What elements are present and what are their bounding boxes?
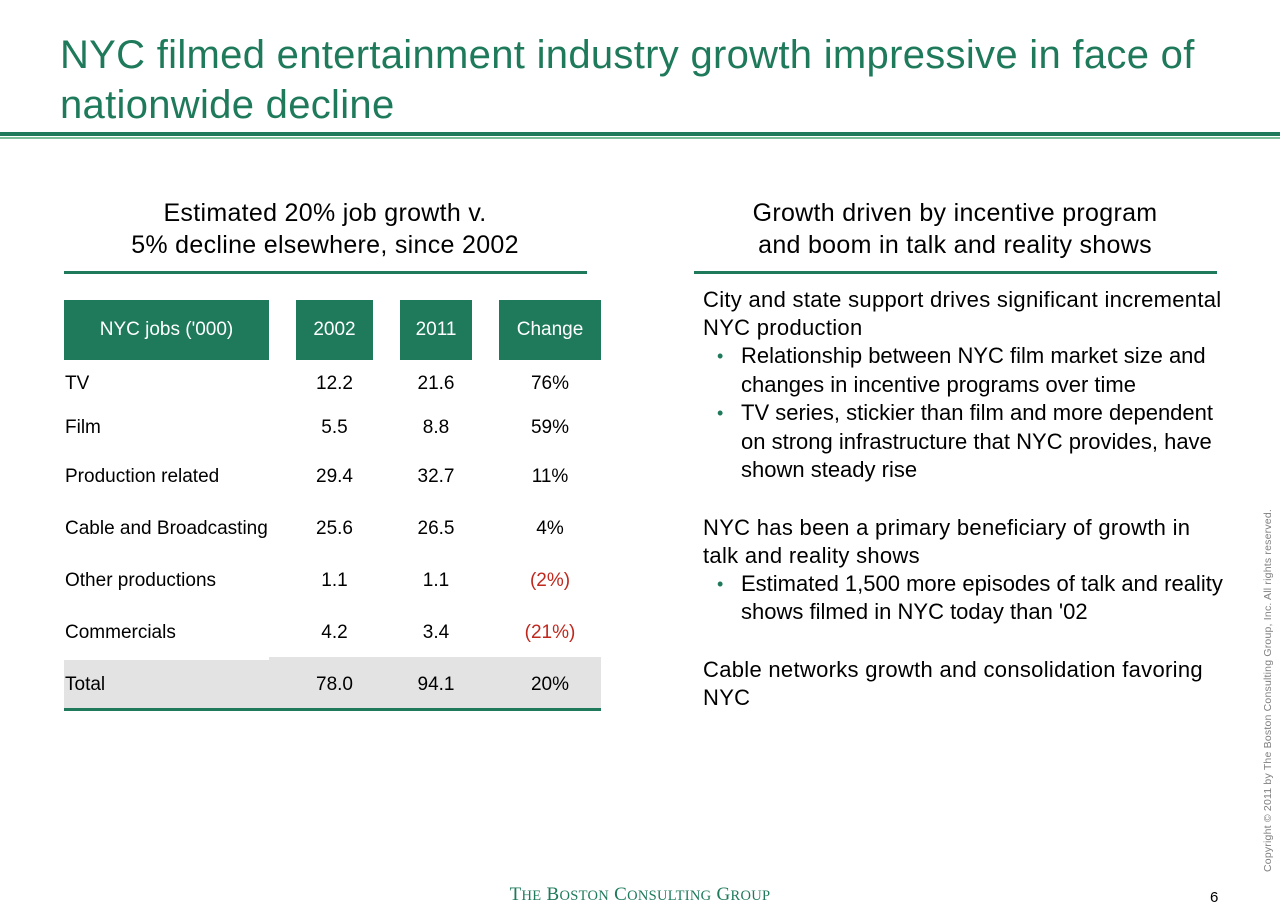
row-2002: 25.6 bbox=[316, 518, 353, 539]
total-label: Total bbox=[65, 674, 106, 695]
row-label: Film bbox=[65, 417, 101, 438]
row-2002: 12.2 bbox=[316, 373, 353, 394]
total-change: 20% bbox=[530, 674, 570, 695]
right-section-heading: Growth driven by incentive program and b… bbox=[694, 197, 1216, 261]
right-heading-line1: Growth driven by incentive program bbox=[752, 199, 1158, 227]
col-header-jobs: NYC jobs ('000) bbox=[64, 300, 269, 360]
row-change-negative: (21%) bbox=[524, 622, 576, 643]
row-2011: 1.1 bbox=[422, 570, 450, 591]
col-header-change: Change bbox=[499, 300, 601, 360]
right-heading-rule bbox=[694, 271, 1217, 274]
row-label: Cable and Broadcasting bbox=[65, 518, 268, 539]
bcg-logo: THE BOSTON CONSULTING GROUP bbox=[509, 884, 771, 905]
row-change: 76% bbox=[530, 373, 570, 394]
right-heading-line2: and boom in talk and reality shows bbox=[758, 231, 1152, 259]
table-bottom-rule bbox=[64, 708, 601, 711]
row-2011: 21.6 bbox=[417, 373, 455, 394]
row-change-negative: (2%) bbox=[529, 570, 571, 591]
row-label: TV bbox=[65, 373, 90, 394]
row-2002: 29.4 bbox=[316, 466, 353, 487]
row-2002: 1.1 bbox=[321, 570, 348, 591]
row-label: Other productions bbox=[65, 570, 217, 591]
bullet-item: • TV series, stickier than film and more … bbox=[703, 399, 1223, 485]
slide-title: NYC filmed entertainment industry growth… bbox=[60, 33, 1195, 127]
row-change: 59% bbox=[530, 417, 570, 438]
point-heading: Cable networks growth and consolidation … bbox=[703, 656, 1203, 710]
title-rule-light bbox=[0, 137, 1280, 139]
row-label: Production related bbox=[65, 466, 220, 487]
row-change: 11% bbox=[531, 466, 569, 487]
total-2011: 94.1 bbox=[417, 674, 455, 695]
bullet-text: Estimated 1,500 more episodes of talk an… bbox=[741, 570, 1223, 625]
bullet-dot-icon: • bbox=[717, 346, 724, 366]
title-rule bbox=[0, 132, 1280, 136]
left-heading-line2: 5% decline elsewhere, since 2002 bbox=[131, 231, 519, 259]
copyright-notice: Copyright © 2011 by The Boston Consultin… bbox=[1262, 509, 1274, 872]
bullet-list: • Relationship between NYC film market si… bbox=[703, 342, 1223, 485]
bullet-text: Relationship between NYC film market siz… bbox=[741, 343, 1206, 397]
bullet-dot-icon: • bbox=[717, 403, 724, 423]
point-heading: City and state support drives significan… bbox=[703, 287, 1222, 340]
row-2002: 4.2 bbox=[321, 622, 348, 643]
total-row-band bbox=[64, 660, 269, 708]
bullet-list: • Estimated 1,500 more episodes of talk a… bbox=[703, 570, 1223, 627]
row-2002: 5.5 bbox=[321, 417, 348, 438]
left-heading-rule bbox=[64, 271, 587, 274]
left-heading-line1: Estimated 20% job growth v. bbox=[163, 199, 487, 227]
row-2011: 3.4 bbox=[422, 622, 450, 643]
bullet-item: • Relationship between NYC film market si… bbox=[703, 342, 1223, 399]
bullet-text: TV series, stickier than film and more d… bbox=[741, 400, 1214, 482]
row-2011: 8.8 bbox=[422, 417, 450, 438]
row-label: Commercials bbox=[65, 622, 176, 643]
point-heading: NYC has been a primary beneficiary of gr… bbox=[703, 514, 1191, 568]
bullet-item: • Estimated 1,500 more episodes of talk a… bbox=[703, 570, 1223, 627]
row-2011: 32.7 bbox=[417, 466, 455, 487]
col-header-2002: 2002 bbox=[296, 300, 373, 360]
row-change: 4% bbox=[536, 518, 564, 539]
total-2002: 78.0 bbox=[316, 674, 353, 695]
total-row-band bbox=[269, 657, 601, 708]
row-2011: 26.5 bbox=[417, 518, 455, 539]
driver-list: City and state support drives significan… bbox=[703, 286, 1223, 712]
left-section-heading: Estimated 20% job growth v. 5% decline e… bbox=[64, 197, 586, 261]
page-number: 6 bbox=[1210, 889, 1219, 906]
bullet-dot-icon: • bbox=[717, 573, 724, 594]
col-header-2011: 2011 bbox=[400, 300, 472, 360]
